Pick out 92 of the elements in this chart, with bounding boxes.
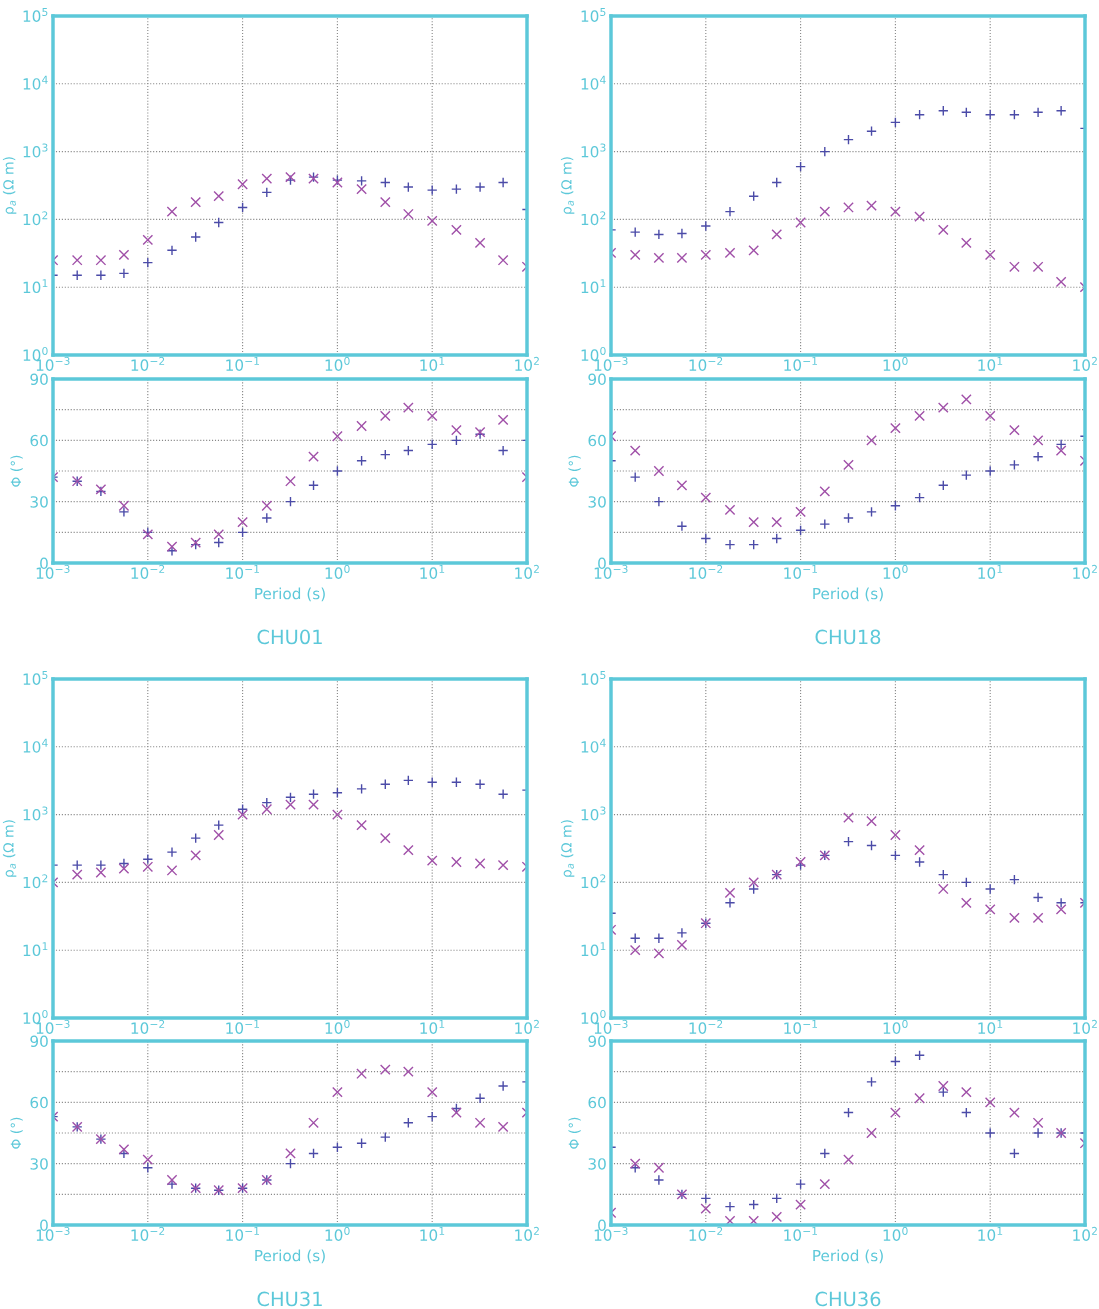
x-tick-label: 10$^{0}$ <box>883 356 908 371</box>
y-tick-label: 10$^{1}$ <box>23 942 48 957</box>
y-tick-label: 10$^{4}$ <box>581 738 606 753</box>
y-tick-label: 30 <box>588 496 606 508</box>
x-tick-label: 10$^{1}$ <box>420 1020 445 1034</box>
x-tick-label: 10$^{−1}$ <box>784 357 818 371</box>
y-tick-label: 10$^{0}$ <box>581 1009 606 1024</box>
text: CHU31 <box>257 1291 322 1307</box>
y-tick-label: 90 <box>588 373 606 386</box>
y-tick-label: 10$^{2}$ <box>581 211 606 226</box>
y-axis-title: Φ (°) <box>10 455 23 487</box>
x-axis-title: Period (s) <box>813 587 883 602</box>
y-tick-label: 10$^{0}$ <box>23 1009 48 1024</box>
y-tick-label: 60 <box>588 1096 606 1109</box>
y-axis-title: Φ (°) <box>568 455 581 487</box>
y-tick-label: 10$^{3}$ <box>581 806 606 821</box>
y-tick-label: 10$^{3}$ <box>23 806 48 821</box>
y-axis-title: ρ$_{a}$ (Ω m) <box>2 157 17 214</box>
text: CHU18 <box>815 629 881 645</box>
y-tick-label: 10$^{5}$ <box>23 671 48 685</box>
y-tick-label: 60 <box>30 1096 48 1109</box>
x-axis-title: Period (s) <box>255 1249 325 1264</box>
x-tick-label: 10$^{0}$ <box>325 1226 350 1241</box>
y-tick-label: 90 <box>588 1035 606 1048</box>
y-axis-title: Φ (°) <box>568 1117 581 1149</box>
x-tick-label: 10$^{1}$ <box>420 1227 445 1241</box>
x-tick-label: 10$^{−2}$ <box>131 356 165 371</box>
x-tick-label: 10$^{2}$ <box>515 1226 539 1241</box>
x-tick-label: 10$^{2}$ <box>515 564 539 579</box>
x-tick-label: 10$^{−2}$ <box>689 356 723 371</box>
y-tick-label: 10$^{1}$ <box>581 942 606 957</box>
y-tick-label: 10$^{3}$ <box>23 143 48 158</box>
x-axis-title: Period (s) <box>813 1249 883 1264</box>
y-axis-title: Φ (°) <box>10 1117 23 1149</box>
x-tick-label: 10$^{1}$ <box>978 357 1003 371</box>
y-tick-label: 10$^{2}$ <box>581 874 606 889</box>
x-tick-label: 10$^{2}$ <box>1073 564 1097 579</box>
y-tick-label: 10$^{5}$ <box>23 8 48 22</box>
x-tick-label: 10$^{2}$ <box>515 1019 539 1034</box>
text: CHU01 <box>257 629 322 645</box>
x-tick-label: 10$^{−2}$ <box>689 1019 723 1034</box>
x-tick-label: 10$^{−2}$ <box>131 564 165 579</box>
x-tick-label: 10$^{2}$ <box>515 356 539 371</box>
y-tick-label: 10$^{0}$ <box>23 346 48 361</box>
x-tick-label: 10$^{0}$ <box>325 564 350 579</box>
x-tick-label: 10$^{1}$ <box>978 1227 1003 1241</box>
x-axis-title: Period (s) <box>255 587 325 602</box>
y-tick-label: 60 <box>588 434 606 447</box>
y-tick-label: 90 <box>30 1035 48 1048</box>
x-tick-label: 10$^{1}$ <box>978 1020 1003 1034</box>
x-tick-label: 10$^{0}$ <box>883 1226 908 1241</box>
x-tick-label: 10$^{1}$ <box>420 565 445 579</box>
x-tick-label: 10$^{2}$ <box>1073 1019 1097 1034</box>
x-tick-label: 10$^{2}$ <box>1073 1226 1097 1241</box>
y-tick-label: 10$^{5}$ <box>581 671 606 685</box>
x-tick-label: 10$^{−1}$ <box>226 357 260 371</box>
x-tick-label: 10$^{−1}$ <box>784 565 818 579</box>
y-tick-label: 10$^{0}$ <box>581 346 606 361</box>
x-tick-label: 10$^{0}$ <box>883 564 908 579</box>
y-tick-label: 10$^{4}$ <box>23 738 48 753</box>
y-tick-label: 30 <box>30 496 48 508</box>
y-tick-label: 90 <box>30 373 48 386</box>
text: CHU36 <box>815 1291 881 1307</box>
y-tick-label: 10$^{1}$ <box>581 279 606 294</box>
y-axis-title: ρ$_{a}$ (Ω m) <box>560 820 575 877</box>
y-tick-label: 30 <box>30 1158 48 1170</box>
y-tick-label: 60 <box>30 434 48 447</box>
y-axis-title: ρ$_{a}$ (Ω m) <box>560 157 575 214</box>
x-tick-label: 10$^{−1}$ <box>226 565 260 579</box>
x-tick-label: 10$^{−2}$ <box>131 1019 165 1034</box>
x-tick-label: 10$^{−2}$ <box>689 564 723 579</box>
x-tick-label: 10$^{1}$ <box>420 357 445 371</box>
x-tick-label: 10$^{−2}$ <box>689 1226 723 1241</box>
x-tick-label: 10$^{−2}$ <box>131 1226 165 1241</box>
y-tick-label: 10$^{5}$ <box>581 8 606 22</box>
y-tick-label: 10$^{3}$ <box>581 143 606 158</box>
y-tick-label: 10$^{2}$ <box>23 211 48 226</box>
x-tick-label: 10$^{−1}$ <box>784 1227 818 1241</box>
y-tick-label: 30 <box>588 1158 606 1170</box>
y-tick-label: 10$^{4}$ <box>581 75 606 90</box>
x-tick-label: 10$^{−1}$ <box>226 1227 260 1241</box>
x-tick-label: 10$^{0}$ <box>325 356 350 371</box>
x-tick-label: 10$^{2}$ <box>1073 356 1097 371</box>
x-tick-label: 10$^{0}$ <box>883 1019 908 1034</box>
y-axis-title: ρ$_{a}$ (Ω m) <box>2 820 17 877</box>
y-tick-label: 10$^{1}$ <box>23 279 48 294</box>
y-tick-label: 10$^{2}$ <box>23 874 48 889</box>
x-tick-label: 10$^{0}$ <box>325 1019 350 1034</box>
x-tick-label: 10$^{1}$ <box>978 565 1003 579</box>
y-tick-label: 10$^{4}$ <box>23 75 48 90</box>
x-tick-label: 10$^{−1}$ <box>784 1020 818 1034</box>
x-tick-label: 10$^{−1}$ <box>226 1020 260 1034</box>
